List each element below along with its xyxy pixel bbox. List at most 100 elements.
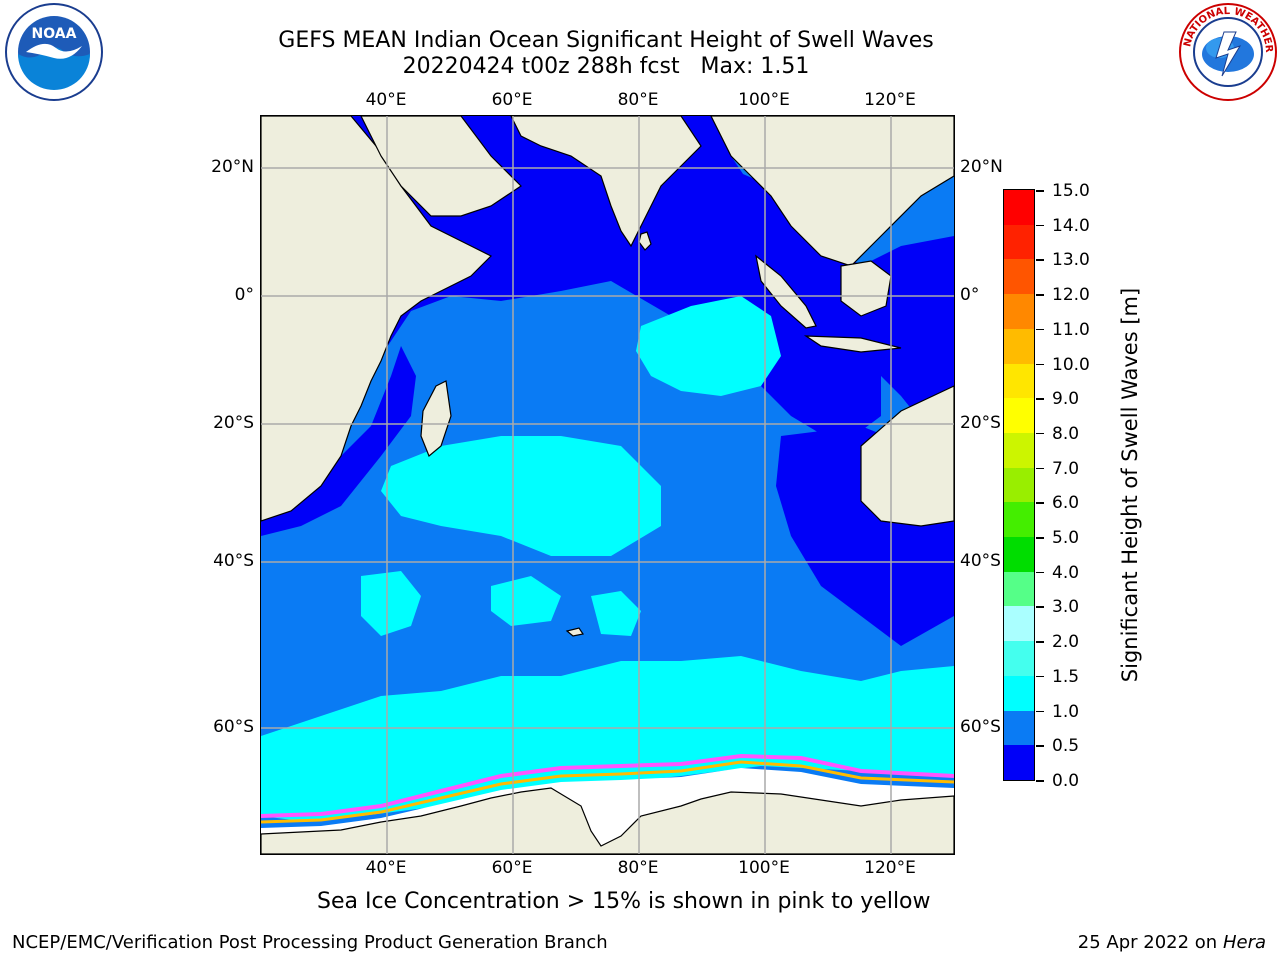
south-indian-swell-patch xyxy=(381,436,661,556)
footer-date-text: 25 Apr 2022 on xyxy=(1077,932,1218,953)
colorbar-tick-label: 3.0 xyxy=(1052,597,1080,618)
lon-label-bottom: 100°E xyxy=(738,858,790,878)
arabia-landmass xyxy=(360,116,522,217)
chart-title: GEFS MEAN Indian Ocean Significant Heigh… xyxy=(278,28,934,53)
colorbar-tick-label: 5.0 xyxy=(1052,528,1080,549)
colorbar-tick xyxy=(1036,780,1044,782)
colorbar-tick xyxy=(1036,363,1044,366)
colorbar-tick xyxy=(1036,467,1044,470)
colorbar-tick xyxy=(1036,190,1044,192)
colorbar-tick-label: 0.0 xyxy=(1052,771,1080,791)
colorbar-tick-label: 4.0 xyxy=(1052,562,1080,583)
footer-credit: NCEP/EMC/Verification Post Processing Pr… xyxy=(12,932,608,953)
colorbar-tick-label: 9.0 xyxy=(1052,389,1080,410)
colorbar-segment xyxy=(1004,571,1034,607)
colorbar-tick xyxy=(1036,398,1044,400)
lon-label-top: 80°E xyxy=(617,90,659,110)
footer-host: Hera xyxy=(1222,932,1266,953)
svg-text:NOAA: NOAA xyxy=(32,26,77,42)
sea-ice-note: Sea Ice Concentration > 15% is shown in … xyxy=(317,889,931,914)
colorbar-tick xyxy=(1036,606,1044,608)
colorbar-tick-label: 2.0 xyxy=(1052,632,1080,653)
colorbar-segment xyxy=(1004,190,1034,225)
lat-label-left: 20°S xyxy=(213,413,254,433)
lon-label-bottom: 80°E xyxy=(617,858,659,878)
lon-label-bottom: 40°E xyxy=(365,858,407,878)
borneo-landmass xyxy=(840,260,892,317)
lat-label-right: 0° xyxy=(960,285,980,305)
colorbar-tick-label: 15.0 xyxy=(1052,181,1090,201)
colorbar-tick xyxy=(1036,641,1044,643)
lat-label-left: 60°S xyxy=(213,717,254,737)
lon-label-top: 100°E xyxy=(738,90,790,110)
colorbar-tick xyxy=(1036,571,1044,574)
noaa-logo: NOAA xyxy=(5,3,103,101)
colorbar-segment xyxy=(1004,363,1034,399)
lat-label-left: 40°S xyxy=(213,551,254,571)
colorbar-tick-label: 13.0 xyxy=(1052,250,1090,271)
africa-landmass xyxy=(261,116,493,522)
footer-date: 25 Apr 2022 on Hera xyxy=(1078,932,1266,953)
antarctica-landmass xyxy=(261,787,954,854)
colorbar-tick xyxy=(1036,328,1044,331)
colorbar-tick-label: 14.0 xyxy=(1052,215,1090,236)
colorbar-tick-label: 7.0 xyxy=(1052,458,1080,479)
colorbar-tick xyxy=(1036,537,1044,539)
colorbar-tick-label: 10.0 xyxy=(1052,354,1090,375)
colorbar-tick xyxy=(1036,710,1044,713)
colorbar-segment xyxy=(1004,537,1034,572)
colorbar-tick xyxy=(1036,502,1044,504)
colorbar-tick xyxy=(1036,294,1044,296)
colorbar-tick-label: 0.5 xyxy=(1052,736,1080,757)
southeast-asia-landmass xyxy=(710,116,954,267)
colorbar-tick-label: 11.0 xyxy=(1052,319,1090,340)
colorbar-segment xyxy=(1004,710,1034,746)
colorbar-tick xyxy=(1036,745,1044,747)
colorbar-tick-label: 1.0 xyxy=(1052,701,1080,722)
colorbar-tick-label: 1.5 xyxy=(1052,666,1080,687)
colorbar-segment xyxy=(1004,641,1034,676)
chart-subtitle: 20220424 t00z 288h fcst Max: 1.51 xyxy=(402,54,810,79)
colorbar-segment xyxy=(1004,745,1034,780)
madagascar-landmass xyxy=(420,380,452,457)
colorbar-tick xyxy=(1036,224,1044,227)
lon-label-top: 120°E xyxy=(864,90,916,110)
colorbar-segment xyxy=(1004,259,1034,295)
colorbar-tick-label: 8.0 xyxy=(1052,423,1080,444)
lat-label-right: 60°S xyxy=(960,717,1001,737)
colorbar-tick-label: 6.0 xyxy=(1052,493,1080,514)
lat-label-left: 0° xyxy=(234,285,254,305)
sea-ice-edge xyxy=(261,753,954,818)
lon-label-bottom: 60°E xyxy=(491,858,533,878)
colorbar-segment xyxy=(1004,224,1034,260)
java-landmass xyxy=(803,335,902,353)
southern-ocean-swell-band xyxy=(261,656,954,821)
lon-label-bottom: 120°E xyxy=(864,858,916,878)
colorbar-segment xyxy=(1004,467,1034,503)
colorbar-segment xyxy=(1004,398,1034,433)
sea-ice-inner xyxy=(261,760,954,824)
lon-label-top: 40°E xyxy=(365,90,407,110)
colorbar-label: Significant Height of Swell Waves [m] xyxy=(1118,287,1142,683)
swell-speckles xyxy=(361,571,641,636)
lat-label-right: 20°S xyxy=(960,413,1001,433)
swell-height-map xyxy=(261,116,954,854)
colorbar-segment xyxy=(1004,675,1034,711)
lat-label-right: 20°N xyxy=(960,157,1003,177)
colorbar-tick xyxy=(1036,675,1044,678)
map-panel xyxy=(260,115,955,855)
east-africa-swell xyxy=(261,346,416,536)
lat-label-left: 20°N xyxy=(211,157,254,177)
lon-label-top: 60°E xyxy=(491,90,533,110)
lat-label-right: 40°S xyxy=(960,551,1001,571)
colorbar-segment xyxy=(1004,294,1034,329)
colorbar-segment xyxy=(1004,606,1034,642)
map-gridlines xyxy=(261,116,954,854)
colorbar-tick-label: 12.0 xyxy=(1052,285,1090,306)
colorbar-segment xyxy=(1004,432,1034,468)
india-landmass xyxy=(510,116,702,248)
australia-landmass xyxy=(860,385,954,527)
nws-logo: NATIONAL WEATHER SERVICE xyxy=(1178,2,1277,101)
colorbar xyxy=(1003,189,1035,781)
kerguelen-island xyxy=(565,627,584,637)
